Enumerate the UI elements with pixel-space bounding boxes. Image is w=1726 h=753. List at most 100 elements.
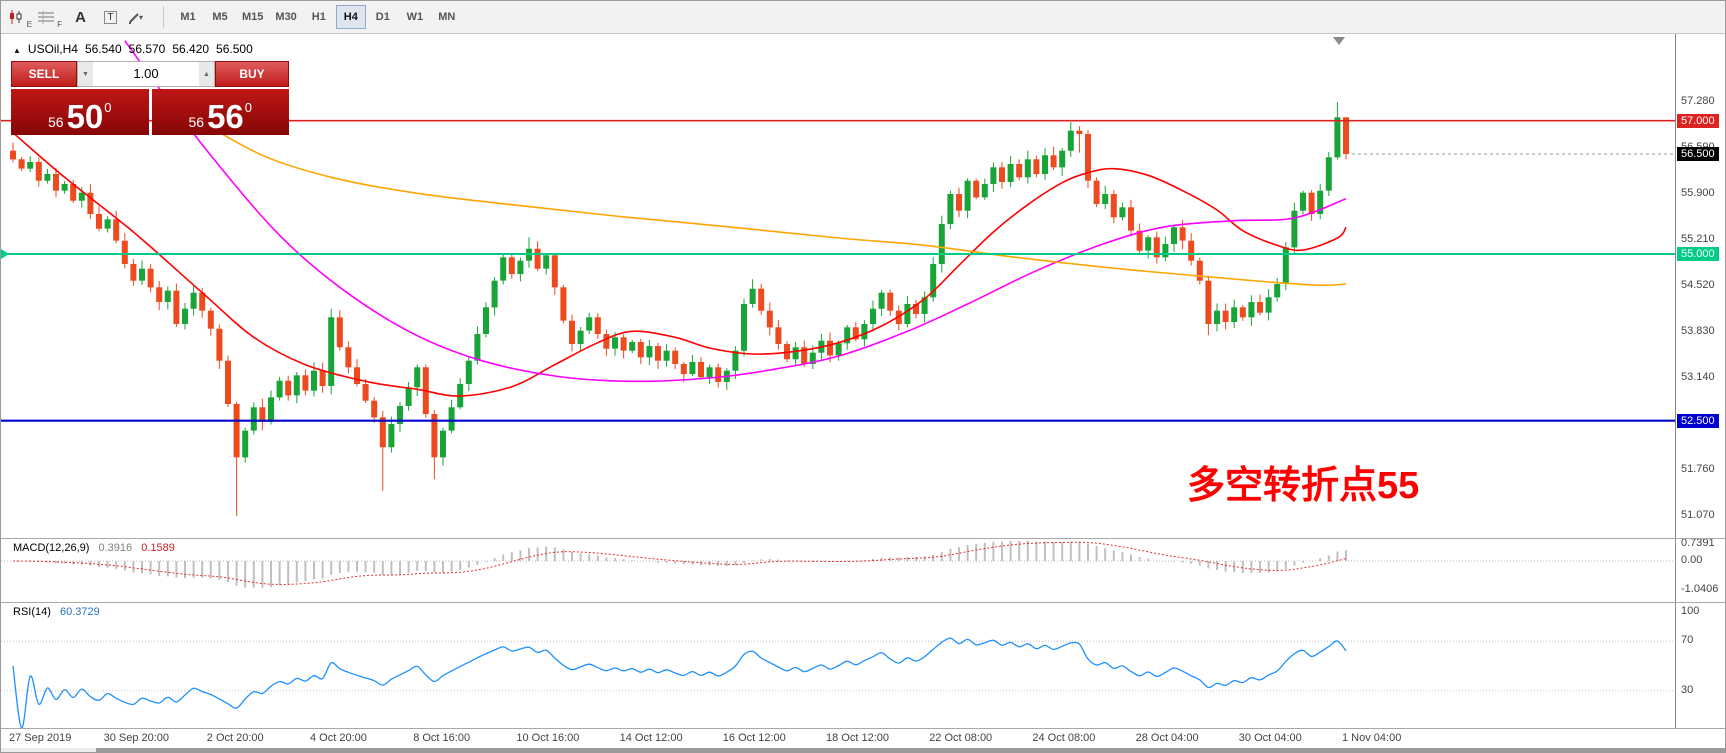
sell-button[interactable]: SELL bbox=[11, 61, 77, 87]
collapse-arrow-icon[interactable]: ▲ bbox=[13, 46, 21, 55]
drawing-tools-dropdown[interactable]: ▾ bbox=[127, 4, 154, 30]
rsi-indicator-pane[interactable] bbox=[1, 602, 1675, 728]
macd-label: MACD(12,26,9) 0.3916 0.1589 bbox=[13, 542, 175, 554]
timeframe-button-W1[interactable]: W1 bbox=[400, 5, 430, 29]
macd-name: MACD(12,26,9) bbox=[13, 542, 90, 554]
buy-price-pip: 0 bbox=[244, 100, 253, 115]
buy-button[interactable]: BUY bbox=[215, 61, 289, 87]
text-tool-icon: A bbox=[75, 8, 86, 26]
timeframe-button-M30[interactable]: M30 bbox=[270, 5, 301, 29]
timeframe-button-group: M1 M5 M15 M30 H1 H4 D1 W1 MN bbox=[173, 5, 462, 29]
time-axis-label: 28 Oct 04:00 bbox=[1135, 732, 1199, 744]
timeframe-button-H1[interactable]: H1 bbox=[304, 5, 334, 29]
one-click-trading-panel: SELL ▼ 1.00 ▲ BUY 56 50 0 56 56 0 bbox=[11, 61, 289, 135]
macd-signal-value: 0.1589 bbox=[141, 542, 175, 554]
candlestick-icon bbox=[10, 10, 22, 24]
price-axis-label: 53.140 bbox=[1681, 371, 1715, 383]
sell-price-quote[interactable]: 56 50 0 bbox=[11, 89, 149, 135]
pane-separator bbox=[1, 728, 1725, 729]
symbol-period-label: USOil,H4 bbox=[27, 42, 78, 56]
bar-low-value: 56.420 bbox=[172, 42, 210, 56]
rsi-label: RSI(14) 60.3729 bbox=[13, 606, 100, 618]
price-axis-label: 54.520 bbox=[1681, 279, 1715, 291]
price-axis-highlight-label: 52.500 bbox=[1677, 413, 1719, 428]
toolbar: E F A T ▾ M1 M5 M15 M30 H1 H4 D1 W1 MN bbox=[1, 1, 1725, 34]
chart-text-annotation: 多空转折点55 bbox=[1187, 465, 1420, 507]
price-axis-label: 57.280 bbox=[1681, 95, 1715, 107]
price-axis-highlight-label: 55.000 bbox=[1677, 247, 1719, 261]
price-axis-label: 53.830 bbox=[1681, 325, 1715, 337]
grid-icon bbox=[38, 10, 54, 24]
time-axis-label: 30 Sep 20:00 bbox=[103, 732, 170, 744]
timeframe-button-D1[interactable]: D1 bbox=[368, 5, 398, 29]
time-axis-label: 24 Oct 08:00 bbox=[1032, 732, 1096, 744]
rsi-name: RSI(14) bbox=[13, 606, 51, 618]
time-axis-label: 8 Oct 16:00 bbox=[413, 732, 471, 744]
time-axis-label: 2 Oct 20:00 bbox=[206, 732, 264, 744]
time-axis-label: 22 Oct 08:00 bbox=[929, 732, 993, 744]
candlestick-chart-tool[interactable]: E bbox=[7, 4, 34, 30]
tool-letter: F bbox=[57, 20, 62, 29]
chevron-down-icon: ▾ bbox=[138, 12, 143, 22]
time-axis-label: 4 Oct 20:00 bbox=[310, 732, 367, 744]
grid-tool[interactable]: F bbox=[37, 4, 64, 30]
buy-price-quote[interactable]: 56 56 0 bbox=[151, 89, 289, 135]
lot-decrease-button[interactable]: ▼ bbox=[78, 62, 93, 86]
chart-shift-marker-icon bbox=[1333, 37, 1345, 45]
price-axis-label: 55.900 bbox=[1681, 187, 1715, 199]
sell-price-pip: 0 bbox=[104, 100, 112, 115]
time-axis-label: 10 Oct 16:00 bbox=[516, 732, 580, 744]
price-axis-highlight-label: 56.500 bbox=[1677, 147, 1719, 161]
price-axis-highlight-label: 57.000 bbox=[1677, 113, 1719, 128]
sell-price-prefix: 56 bbox=[47, 113, 64, 130]
timeframe-button-M1[interactable]: M1 bbox=[173, 5, 203, 29]
template-tool[interactable]: T bbox=[97, 4, 124, 30]
price-axis-label: 0.7391 bbox=[1681, 537, 1715, 549]
pane-separator[interactable] bbox=[1, 538, 1725, 539]
macd-value: 0.3916 bbox=[98, 542, 133, 554]
pane-separator[interactable] bbox=[1, 602, 1725, 603]
buy-price-big-digits: 56 bbox=[207, 97, 244, 135]
price-axis[interactable]: 57.28056.59055.90055.21054.52053.83053.1… bbox=[1675, 34, 1725, 748]
sell-price-big-digits: 50 bbox=[66, 97, 104, 135]
price-axis-label: 55.210 bbox=[1681, 233, 1715, 245]
toolbar-separator bbox=[163, 6, 164, 28]
time-axis-label: 18 Oct 12:00 bbox=[826, 732, 889, 744]
rsi-value: 60.3729 bbox=[59, 606, 100, 618]
time-axis-label: 1 Nov 04:00 bbox=[1342, 732, 1402, 744]
main-price-chart[interactable] bbox=[1, 1, 1675, 538]
lot-size-field: ▼ 1.00 ▲ bbox=[77, 61, 215, 87]
scrollbar-thumb[interactable] bbox=[96, 748, 1725, 752]
timeframe-button-M5[interactable]: M5 bbox=[205, 5, 235, 29]
timeframe-button-M15[interactable]: M15 bbox=[237, 5, 268, 29]
timeframe-button-MN[interactable]: MN bbox=[432, 5, 462, 29]
lot-size-value[interactable]: 1.00 bbox=[133, 66, 159, 81]
timeframe-button-H4[interactable]: H4 bbox=[335, 5, 366, 29]
tool-letter: E bbox=[26, 20, 32, 29]
text-tool[interactable]: A bbox=[67, 4, 94, 30]
price-axis-label: 70 bbox=[1681, 634, 1694, 647]
price-axis-label: 51.070 bbox=[1681, 509, 1715, 522]
horizontal-scrollbar bbox=[1, 748, 1725, 752]
time-axis-label: 16 Oct 12:00 bbox=[722, 732, 786, 744]
bar-open-value: 56.540 bbox=[84, 42, 122, 56]
price-axis-label: 0.00 bbox=[1681, 554, 1703, 566]
price-axis-label: 51.760 bbox=[1681, 463, 1715, 476]
price-axis-label: 100 bbox=[1681, 605, 1700, 617]
hline-anchor-icon bbox=[1, 249, 9, 259]
template-icon: T bbox=[104, 10, 117, 24]
time-axis-label: 14 Oct 12:00 bbox=[619, 732, 683, 744]
lot-increase-button[interactable]: ▲ bbox=[199, 62, 214, 86]
time-axis[interactable]: 27 Sep 2019 30 Sep 20:00 2 Oct 20:00 4 Oct … bbox=[1, 729, 1725, 748]
bar-close-value: 56.500 bbox=[216, 42, 253, 56]
symbol-title: ▲ USOil,H4 56.540 56.570 56.420 56.500 bbox=[13, 42, 253, 56]
pencil-icon bbox=[129, 12, 139, 24]
price-axis-label: -1.0406 bbox=[1681, 583, 1719, 595]
time-axis-label: 30 Oct 04:00 bbox=[1238, 732, 1302, 744]
buy-price-prefix: 56 bbox=[188, 113, 205, 130]
price-axis-label: 30 bbox=[1681, 683, 1694, 696]
time-axis-label: 27 Sep 2019 bbox=[9, 732, 72, 744]
macd-indicator-pane[interactable] bbox=[1, 538, 1675, 602]
bar-high-value: 56.570 bbox=[128, 42, 166, 56]
